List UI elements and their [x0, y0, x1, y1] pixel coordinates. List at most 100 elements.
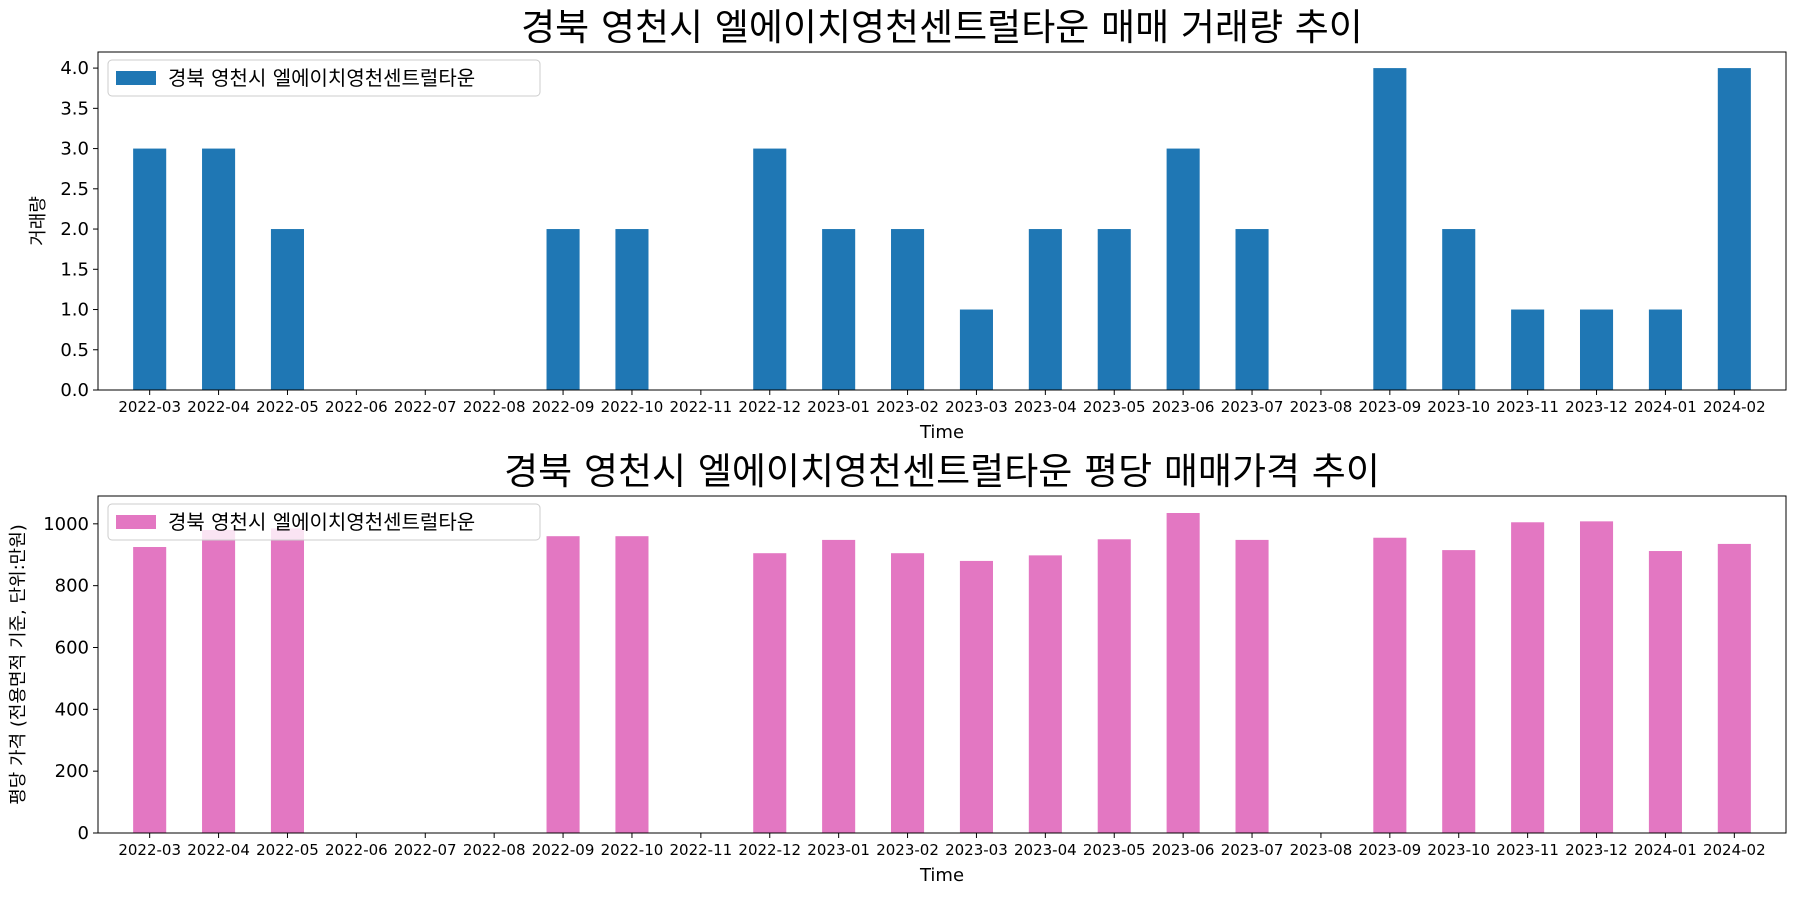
x-tick-label: 2023-12 [1565, 398, 1628, 416]
x-tick-label: 2023-05 [1083, 398, 1146, 416]
x-tick-label: 2023-11 [1496, 841, 1559, 859]
bar-2022-03 [133, 547, 167, 833]
y-tick-label: 4.0 [60, 58, 89, 79]
x-tick-label: 2023-04 [1014, 398, 1077, 416]
bar-2023-11 [1511, 309, 1545, 390]
y-tick-label: 200 [55, 761, 89, 782]
legend: 경북 영천시 엘에이치영천센트럴타운 [107, 59, 541, 97]
x-tick-label: 2023-07 [1221, 398, 1284, 416]
volume-chart: 경북 영천시 엘에이치영천센트럴타운 매매 거래량 추이 0.0 0.5 1.0 1.5… [28, 6, 1787, 443]
bar-2023-09 [1373, 537, 1407, 833]
chart-title: 경북 영천시 엘에이치영천센트럴타운 매매 거래량 추이 [521, 6, 1363, 49]
bar-2023-09 [1373, 68, 1407, 390]
y-tick-label: 0.0 [60, 380, 89, 401]
x-tick-label: 2023-08 [1290, 398, 1353, 416]
x-tick-label: 2022-03 [118, 398, 181, 416]
bar-2022-04 [202, 148, 236, 390]
y-tick-label: 600 [55, 637, 89, 658]
x-tick-label: 2024-01 [1634, 398, 1697, 416]
x-tick-label: 2022-08 [463, 841, 526, 859]
x-tick-label: 2022-07 [394, 398, 457, 416]
bar-2023-04 [1028, 555, 1062, 833]
x-tick-label: 2022-11 [670, 841, 733, 859]
legend-label: 경북 영천시 엘에이치영천센트럴타운 [168, 510, 475, 534]
bar-2022-05 [270, 229, 305, 390]
x-tick-label: 2023-09 [1358, 841, 1421, 859]
x-tick-label: 2022-03 [118, 841, 181, 859]
plot-frame [97, 51, 1787, 391]
bar-2023-02 [891, 553, 925, 833]
x-tick-label: 2022-05 [256, 398, 319, 416]
bar-2023-07 [1235, 229, 1269, 390]
x-tick-label: 2023-06 [1152, 841, 1215, 859]
bar-2023-11 [1511, 522, 1545, 833]
x-tick-label: 2024-02 [1703, 841, 1766, 859]
y-tick-label: 3.0 [60, 139, 89, 160]
bar-2022-12 [753, 148, 787, 390]
bar-2023-05 [1097, 229, 1131, 390]
legend-swatch [116, 515, 156, 529]
bar-2022-05 [270, 528, 305, 833]
legend-label: 경북 영천시 엘에이치영천센트럴타운 [168, 66, 475, 90]
x-tick-label: 2024-01 [1634, 841, 1697, 859]
legend-box [107, 59, 541, 97]
price-chart: 경북 영천시 엘에이치영천센트럴타운 평당 매매가격 추이 0 200 400 600 8… [8, 450, 1787, 886]
bar-2023-12 [1579, 521, 1614, 833]
bar-2023-02 [891, 229, 925, 390]
x-tick-label: 2023-01 [807, 841, 870, 859]
bar-2023-10 [1442, 550, 1476, 833]
x-axis-label: Time [919, 865, 964, 886]
bar-2024-01 [1648, 309, 1682, 390]
x-tick-label: 2022-12 [738, 398, 801, 416]
y-tick-label: 3.5 [60, 98, 89, 119]
x-tick-label: 2022-04 [187, 398, 250, 416]
x-tick-label: 2023-03 [945, 841, 1008, 859]
y-tick-label: 0.5 [60, 340, 89, 361]
bar-2024-02 [1717, 68, 1751, 390]
legend-box [107, 503, 541, 541]
bar-2022-10 [615, 536, 649, 833]
x-tick-label: 2022-11 [670, 398, 733, 416]
y-tick-label: 800 [55, 576, 89, 597]
bar-2022-10 [615, 229, 649, 390]
x-tick-label: 2022-07 [394, 841, 457, 859]
x-tick-label: 2023-11 [1496, 398, 1559, 416]
bar-2023-03 [959, 309, 993, 390]
bar-2023-06 [1166, 513, 1200, 833]
x-tick-label: 2023-10 [1427, 398, 1490, 416]
x-tick-label: 2022-05 [256, 841, 319, 859]
x-tick-label: 2022-08 [463, 398, 526, 416]
x-tick-label: 2023-03 [945, 398, 1008, 416]
bar-2023-12 [1579, 309, 1614, 390]
bar-2022-04 [202, 530, 236, 833]
x-tick-label: 2023-01 [807, 398, 870, 416]
bar-2023-07 [1235, 539, 1269, 833]
x-tick-label: 2022-06 [325, 398, 388, 416]
x-tick-label: 2022-12 [738, 841, 801, 859]
bar-2023-04 [1028, 229, 1062, 390]
bar-2023-01 [822, 229, 856, 390]
x-tick-label: 2023-08 [1290, 841, 1353, 859]
x-tick-label: 2022-09 [532, 841, 595, 859]
x-tick-label: 2023-10 [1427, 841, 1490, 859]
legend: 경북 영천시 엘에이치영천센트럴타운 [107, 503, 541, 541]
y-tick-label: 1.5 [60, 259, 89, 280]
x-axis-label: Time [919, 422, 964, 443]
x-tick-label: 2023-06 [1152, 398, 1215, 416]
x-tick-label: 2023-07 [1221, 841, 1284, 859]
bar-2022-12 [753, 553, 787, 833]
chart-title: 경북 영천시 엘에이치영천센트럴타운 평당 매매가격 추이 [504, 450, 1380, 493]
x-tick-label: 2023-09 [1358, 398, 1421, 416]
bar-2022-09 [546, 229, 580, 390]
bar-2023-10 [1442, 229, 1476, 390]
legend-swatch [116, 71, 156, 85]
bar-2023-03 [959, 560, 993, 833]
y-tick-label: 1.0 [60, 300, 89, 321]
y-tick-label: 2.0 [60, 219, 89, 240]
bar-2023-06 [1166, 148, 1200, 390]
y-tick-label: 2.5 [60, 179, 89, 200]
x-tick-label: 2023-12 [1565, 841, 1628, 859]
x-tick-label: 2023-05 [1083, 841, 1146, 859]
y-axis-label: 평당 가격 (전용면적 기준, 단위:만원) [8, 524, 29, 805]
